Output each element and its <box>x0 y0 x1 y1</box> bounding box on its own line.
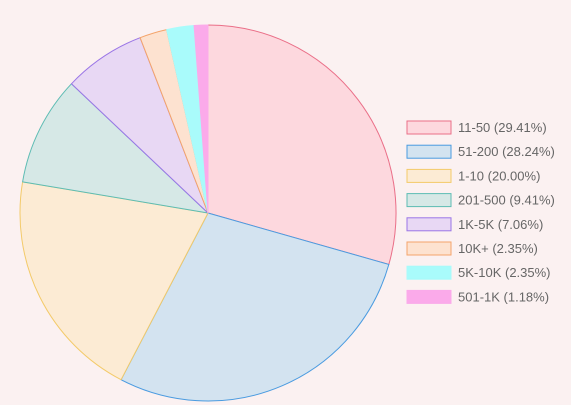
legend-item-5K-10K[interactable]: 5K-10K (2.35%) <box>406 265 551 280</box>
legend-item-201-500[interactable]: 201-500 (9.41%) <box>406 193 555 208</box>
legend-label-name: 201-500 <box>458 193 506 208</box>
legend-label: 11-50 (29.41%) <box>458 120 547 135</box>
legend-label-percent: (9.41%) <box>506 193 555 208</box>
legend-item-501-1K[interactable]: 501-1K (1.18%) <box>406 289 549 304</box>
legend-label: 201-500 (9.41%) <box>458 193 555 208</box>
pie-slice-201-500[interactable] <box>22 83 209 214</box>
pie-slice-1-10[interactable] <box>19 181 209 381</box>
legend-swatch <box>406 120 452 135</box>
legend-label-name: 1K-5K <box>458 217 494 232</box>
legend: 11-50 (29.41%) 51-200 (28.24%) 1-10 (20.00… <box>406 120 555 304</box>
legend-swatch <box>406 144 452 159</box>
legend-item-51-200[interactable]: 51-200 (28.24%) <box>406 144 555 159</box>
legend-label: 5K-10K (2.35%) <box>458 265 551 280</box>
legend-label-name: 11-50 <box>458 120 490 135</box>
pie-slices <box>19 24 397 402</box>
legend-label: 51-200 (28.24%) <box>458 144 555 159</box>
legend-swatch <box>406 217 452 232</box>
legend-swatch <box>406 193 452 208</box>
legend-label-percent: (7.06%) <box>494 217 543 232</box>
legend-label-name: 51-200 <box>458 144 498 159</box>
legend-label-percent: (20.00%) <box>484 168 540 183</box>
legend-label: 501-1K (1.18%) <box>458 289 549 304</box>
pie-slice-501-1K[interactable] <box>193 24 209 214</box>
legend-label: 1K-5K (7.06%) <box>458 217 543 232</box>
legend-label: 10K+ (2.35%) <box>458 241 538 256</box>
legend-swatch <box>406 265 452 280</box>
legend-swatch <box>406 289 452 304</box>
legend-item-10K+[interactable]: 10K+ (2.35%) <box>406 241 538 256</box>
legend-label-percent: (28.24%) <box>498 144 554 159</box>
pie-slice-11-50[interactable] <box>207 24 397 265</box>
pie-slice-51-200[interactable] <box>120 212 390 402</box>
legend-label-percent: (2.35%) <box>501 265 550 280</box>
legend-label-name: 5K-10K <box>458 265 502 280</box>
legend-item-1-10[interactable]: 1-10 (20.00%) <box>406 168 540 183</box>
legend-label-percent: (29.41%) <box>490 120 546 135</box>
legend-label-name: 1-10 <box>458 168 484 183</box>
legend-label-percent: (1.18%) <box>500 289 549 304</box>
legend-label-percent: (2.35%) <box>489 241 538 256</box>
legend-item-1K-5K[interactable]: 1K-5K (7.06%) <box>406 217 543 232</box>
legend-label-name: 501-1K <box>458 289 500 304</box>
legend-label: 1-10 (20.00%) <box>458 168 540 183</box>
legend-item-11-50[interactable]: 11-50 (29.41%) <box>406 120 547 135</box>
legend-swatch <box>406 241 452 256</box>
legend-swatch <box>406 168 452 183</box>
legend-label-name: 10K+ <box>458 241 489 256</box>
